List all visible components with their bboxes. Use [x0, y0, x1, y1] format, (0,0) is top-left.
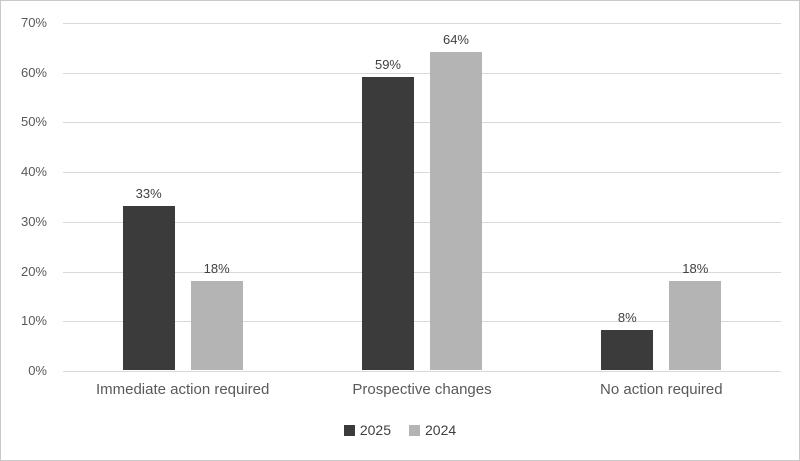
legend: 2025 2024 [1, 422, 799, 438]
bar-2025: 59% [361, 57, 414, 370]
gridline [63, 221, 781, 223]
gridline [63, 271, 781, 273]
gridline [63, 371, 781, 372]
bar-value-label: 8% [617, 310, 637, 326]
y-axis-tick-label: 30% [20, 213, 47, 229]
y-axis-tick-label: 60% [20, 64, 47, 80]
bar-2024: 18% [669, 261, 722, 370]
y-axis: 0% 10% 20% 30% 40% 50% 60% 70% [1, 1, 51, 460]
legend-label: 2025 [359, 422, 391, 438]
y-axis-tick-label: 0% [28, 363, 47, 378]
category-label: Prospective changes [352, 381, 492, 398]
bar-value-label: 64% [442, 31, 469, 47]
bar-groups: 33% 18% 59% 64% 8% 18% [63, 22, 781, 370]
bar-2025: 8% [601, 310, 654, 370]
x-axis-category-labels: Immediate action required Prospective cha… [63, 381, 781, 398]
gridline [63, 172, 781, 174]
gridline [63, 23, 781, 24]
legend-label: 2024 [425, 422, 457, 438]
legend-item-2025: 2025 [343, 422, 391, 438]
legend-item-2024: 2024 [409, 422, 456, 438]
y-axis-tick-label: 10% [20, 313, 47, 329]
y-axis-tick-label: 70% [20, 15, 47, 30]
gridline [63, 72, 781, 74]
y-axis-tick-label: 20% [20, 263, 47, 279]
legend-swatch-2025 [343, 424, 355, 436]
bar-group: 8% 18% [542, 22, 781, 370]
category-label: Immediate action required [95, 381, 270, 398]
bar-value-label: 59% [374, 56, 401, 72]
legend-swatch-2024 [409, 424, 420, 436]
bar-value-label: 18% [203, 260, 230, 276]
y-axis-tick-label: 40% [20, 164, 47, 180]
bar-group: 33% 18% [63, 22, 302, 370]
bar-value-label: 18% [682, 260, 709, 276]
gridline [63, 122, 781, 124]
bar-value-label: 33% [135, 185, 162, 201]
gridline [63, 321, 781, 323]
category-label: No action required [600, 381, 723, 398]
bar-2024: 18% [190, 261, 243, 370]
bar-group: 59% 64% [302, 22, 541, 370]
bar-2025: 33% [122, 186, 175, 370]
y-axis-tick-label: 50% [20, 114, 47, 130]
bar-2024: 64% [429, 32, 482, 370]
plot-area: 33% 18% 59% 64% 8% 18% [63, 22, 781, 372]
